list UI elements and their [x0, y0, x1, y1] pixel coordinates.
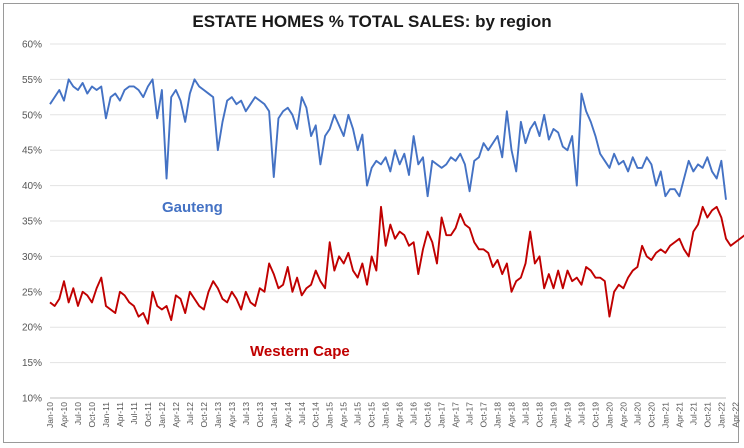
- y-tick-label: 20%: [22, 323, 42, 334]
- x-tick-label: Jan-19: [549, 402, 559, 428]
- chart-title: ESTATE HOMES % TOTAL SALES: by region: [192, 12, 552, 31]
- series-label-gauteng: Gauteng: [162, 199, 223, 216]
- x-tick-label: Jan-17: [437, 402, 447, 428]
- y-tick-label: 45%: [22, 146, 42, 157]
- x-tick-label: Oct-15: [367, 402, 377, 428]
- x-axis-ticks: Jan-10 Apr-10 Jul-10 Oct-10 Jan-11 Apr-11 Jul-…: [45, 402, 740, 428]
- x-tick-label: Oct-11: [143, 402, 153, 427]
- x-tick-label: Apr-22: [730, 402, 740, 428]
- x-tick-label: Jul-16: [409, 402, 419, 425]
- y-tick-label: 15%: [22, 358, 42, 369]
- y-tick-label: 35%: [22, 217, 42, 228]
- x-tick-label: Jan-14: [269, 402, 279, 428]
- x-tick-label: Jul-10: [73, 402, 83, 425]
- x-tick-label: Jan-22: [716, 402, 726, 428]
- series-labels: Gauteng Western Cape: [162, 199, 350, 360]
- x-tick-label: Jul-14: [297, 402, 307, 425]
- x-tick-label: Jan-10: [45, 402, 55, 428]
- y-tick-label: 40%: [22, 181, 42, 192]
- x-tick-label: Apr-13: [227, 402, 237, 428]
- gridlines: [50, 43, 726, 399]
- x-tick-label: Jul-20: [632, 402, 642, 425]
- x-tick-label: Apr-18: [507, 402, 517, 428]
- x-tick-label: Oct-12: [199, 402, 209, 428]
- x-tick-label: Jan-12: [157, 402, 167, 428]
- y-axis-ticks: 10% 15% 20% 25% 30% 35% 40% 45% 50% 55% 60%: [22, 40, 42, 405]
- x-tick-label: Oct-14: [311, 402, 321, 428]
- x-tick-label: Apr-10: [59, 402, 69, 428]
- x-tick-label: Oct-21: [702, 402, 712, 428]
- y-tick-label: 10%: [22, 394, 42, 405]
- x-tick-label: Jan-15: [325, 402, 335, 428]
- x-tick-label: Jan-18: [493, 402, 503, 428]
- y-tick-label: 30%: [22, 252, 42, 263]
- x-tick-label: Apr-11: [115, 402, 125, 427]
- y-tick-label: 60%: [22, 40, 42, 51]
- y-tick-label: 50%: [22, 110, 42, 121]
- series-line-gauteng: [49, 78, 727, 200]
- x-tick-label: Apr-15: [339, 402, 349, 428]
- x-tick-label: Jul-19: [576, 402, 586, 425]
- x-tick-label: Apr-21: [674, 402, 684, 428]
- x-tick-label: Jul-12: [185, 402, 195, 425]
- x-tick-label: Jan-20: [604, 402, 614, 428]
- x-tick-label: Oct-20: [646, 402, 656, 428]
- y-tick-label: 25%: [22, 287, 42, 298]
- x-tick-label: Jan-16: [381, 402, 391, 428]
- x-tick-label: Jul-21: [688, 402, 698, 425]
- series-line-western-cape: [49, 205, 744, 325]
- series-lines: [49, 78, 744, 325]
- x-tick-label: Apr-20: [618, 402, 628, 428]
- x-tick-label: Oct-17: [479, 402, 489, 428]
- x-tick-label: Jul-11: [129, 402, 139, 425]
- x-tick-label: Jan-13: [213, 402, 223, 428]
- chart-frame: [3, 3, 739, 443]
- series-label-western-cape: Western Cape: [250, 343, 350, 360]
- x-tick-label: Oct-19: [590, 402, 600, 428]
- x-tick-label: Apr-19: [562, 402, 572, 428]
- x-tick-label: Jan-11: [101, 402, 111, 428]
- x-tick-label: Jul-15: [353, 402, 363, 425]
- x-tick-label: Jan-21: [660, 402, 670, 428]
- x-tick-label: Jul-13: [241, 402, 251, 425]
- x-tick-label: Oct-18: [535, 402, 545, 428]
- x-tick-label: Oct-10: [87, 402, 97, 428]
- x-tick-label: Apr-14: [283, 402, 293, 428]
- x-tick-label: Apr-17: [451, 402, 461, 428]
- x-tick-label: Apr-16: [395, 402, 405, 428]
- x-tick-label: Jul-17: [465, 402, 475, 425]
- x-tick-label: Oct-13: [255, 402, 265, 428]
- x-tick-label: Oct-16: [423, 402, 433, 428]
- x-tick-label: Jul-18: [521, 402, 531, 425]
- y-tick-label: 55%: [22, 75, 42, 86]
- x-tick-label: Apr-12: [171, 402, 181, 428]
